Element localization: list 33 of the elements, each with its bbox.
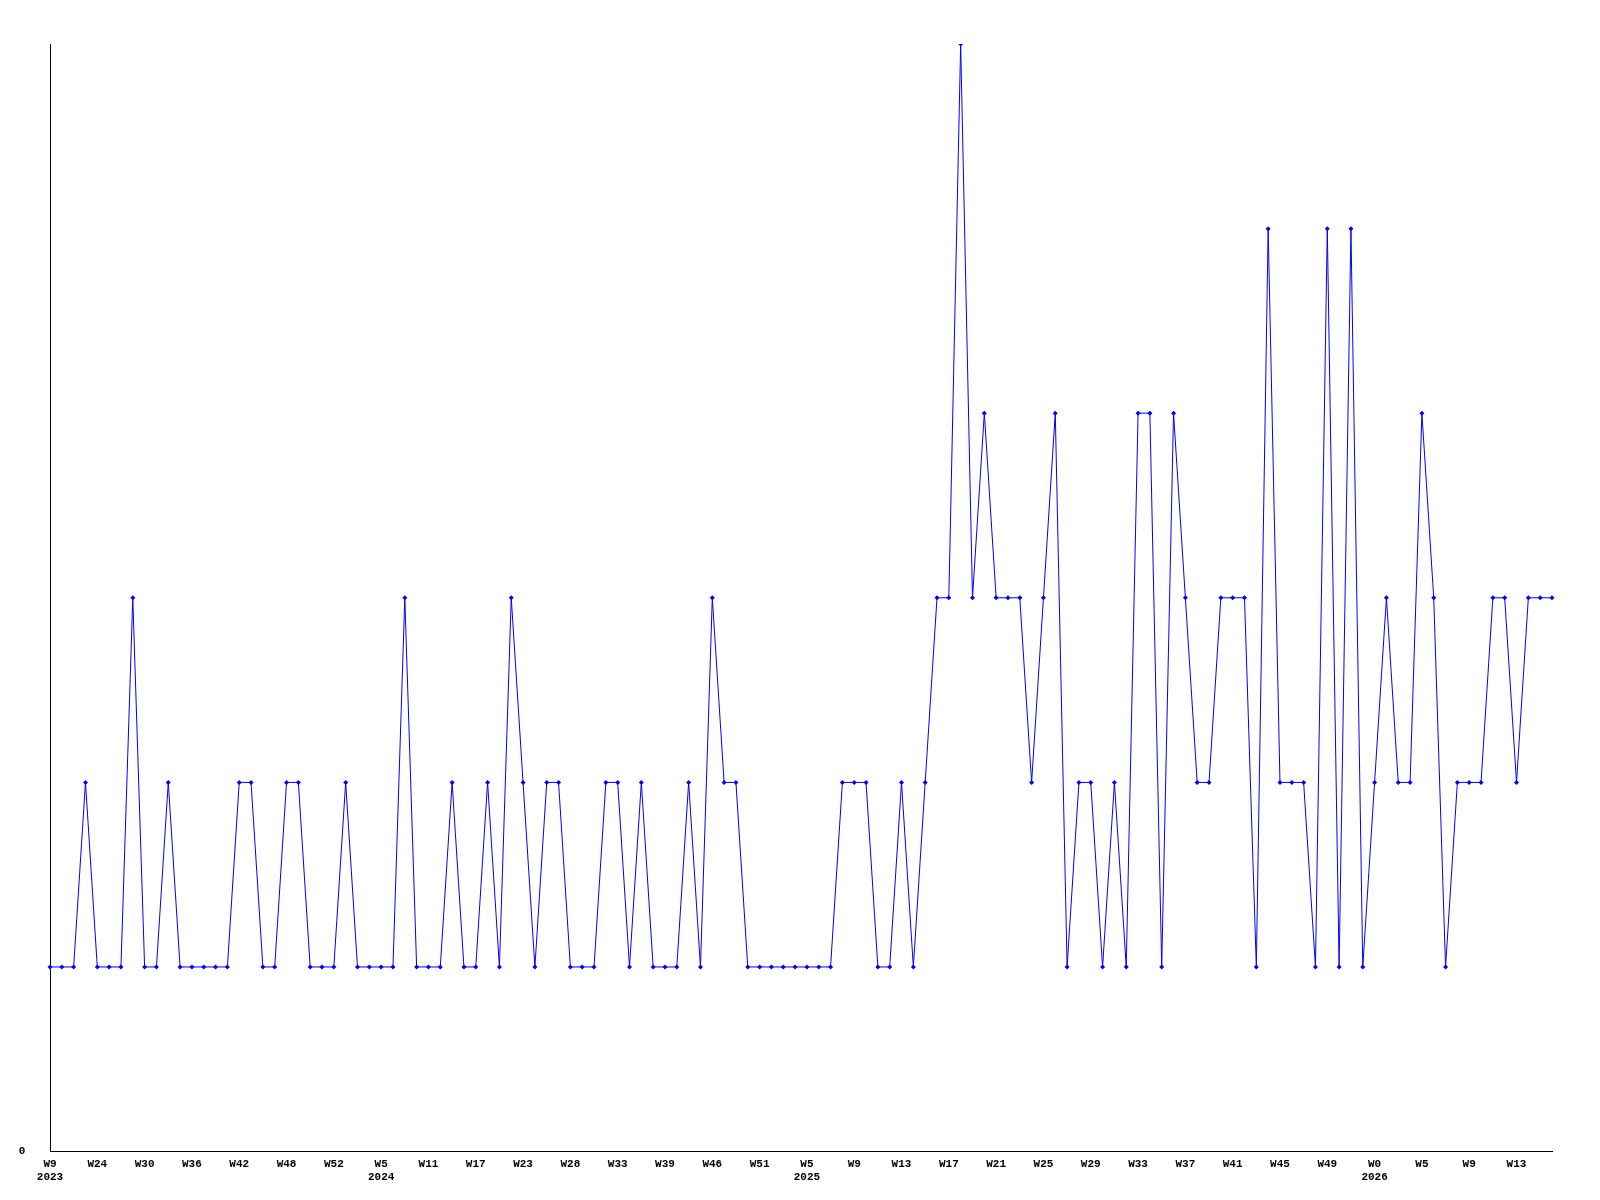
x-tick-label: W5 2025 bbox=[793, 1157, 821, 1184]
x-tick-label: W39 bbox=[655, 1157, 675, 1170]
x-tick-label: W51 bbox=[749, 1157, 770, 1170]
x-tick-label: W5 bbox=[1415, 1157, 1429, 1170]
x-tick-label: W0 2026 bbox=[1361, 1157, 1388, 1184]
x-tick-label: W23 bbox=[513, 1157, 534, 1170]
x-tick-label: W30 bbox=[134, 1157, 155, 1170]
x-tick-label: W5 2024 bbox=[367, 1157, 395, 1184]
x-tick-label: W45 bbox=[1270, 1157, 1291, 1170]
x-tick-label: W13 bbox=[1506, 1157, 1527, 1170]
x-tick-label: W11 bbox=[418, 1157, 439, 1170]
x-tick-label: W9 bbox=[847, 1157, 861, 1170]
x-tick-label: W46 bbox=[702, 1157, 723, 1170]
text: 0 bbox=[18, 1145, 26, 1158]
x-tick-label: W28 bbox=[560, 1157, 581, 1170]
x-tick-label: W21 bbox=[986, 1157, 1007, 1170]
x-tick-label: W48 bbox=[276, 1157, 297, 1170]
x-tick-label: W9 2023 bbox=[36, 1157, 64, 1184]
x-tick-label: W33 bbox=[1128, 1157, 1149, 1170]
x-tick-label: W33 bbox=[607, 1157, 628, 1170]
x-tick-label: W9 bbox=[1462, 1157, 1476, 1170]
x-tick-label: W41 bbox=[1222, 1157, 1243, 1170]
x-tick-label: W42 bbox=[229, 1157, 250, 1170]
x-tick-label: W29 bbox=[1080, 1157, 1101, 1170]
x-tick-label: W13 bbox=[891, 1157, 912, 1170]
x-tick-label: W17 bbox=[465, 1157, 486, 1170]
x-tick-label: W52 bbox=[323, 1157, 344, 1170]
x-tick-label: W49 bbox=[1317, 1157, 1338, 1170]
x-tick-label: W25 bbox=[1033, 1157, 1054, 1170]
x-tick-label: W24 bbox=[87, 1157, 108, 1170]
x-tick-label: W36 bbox=[182, 1157, 202, 1170]
x-tick-label: W37 bbox=[1175, 1157, 1196, 1170]
x-tick-label: W17 bbox=[938, 1157, 959, 1170]
